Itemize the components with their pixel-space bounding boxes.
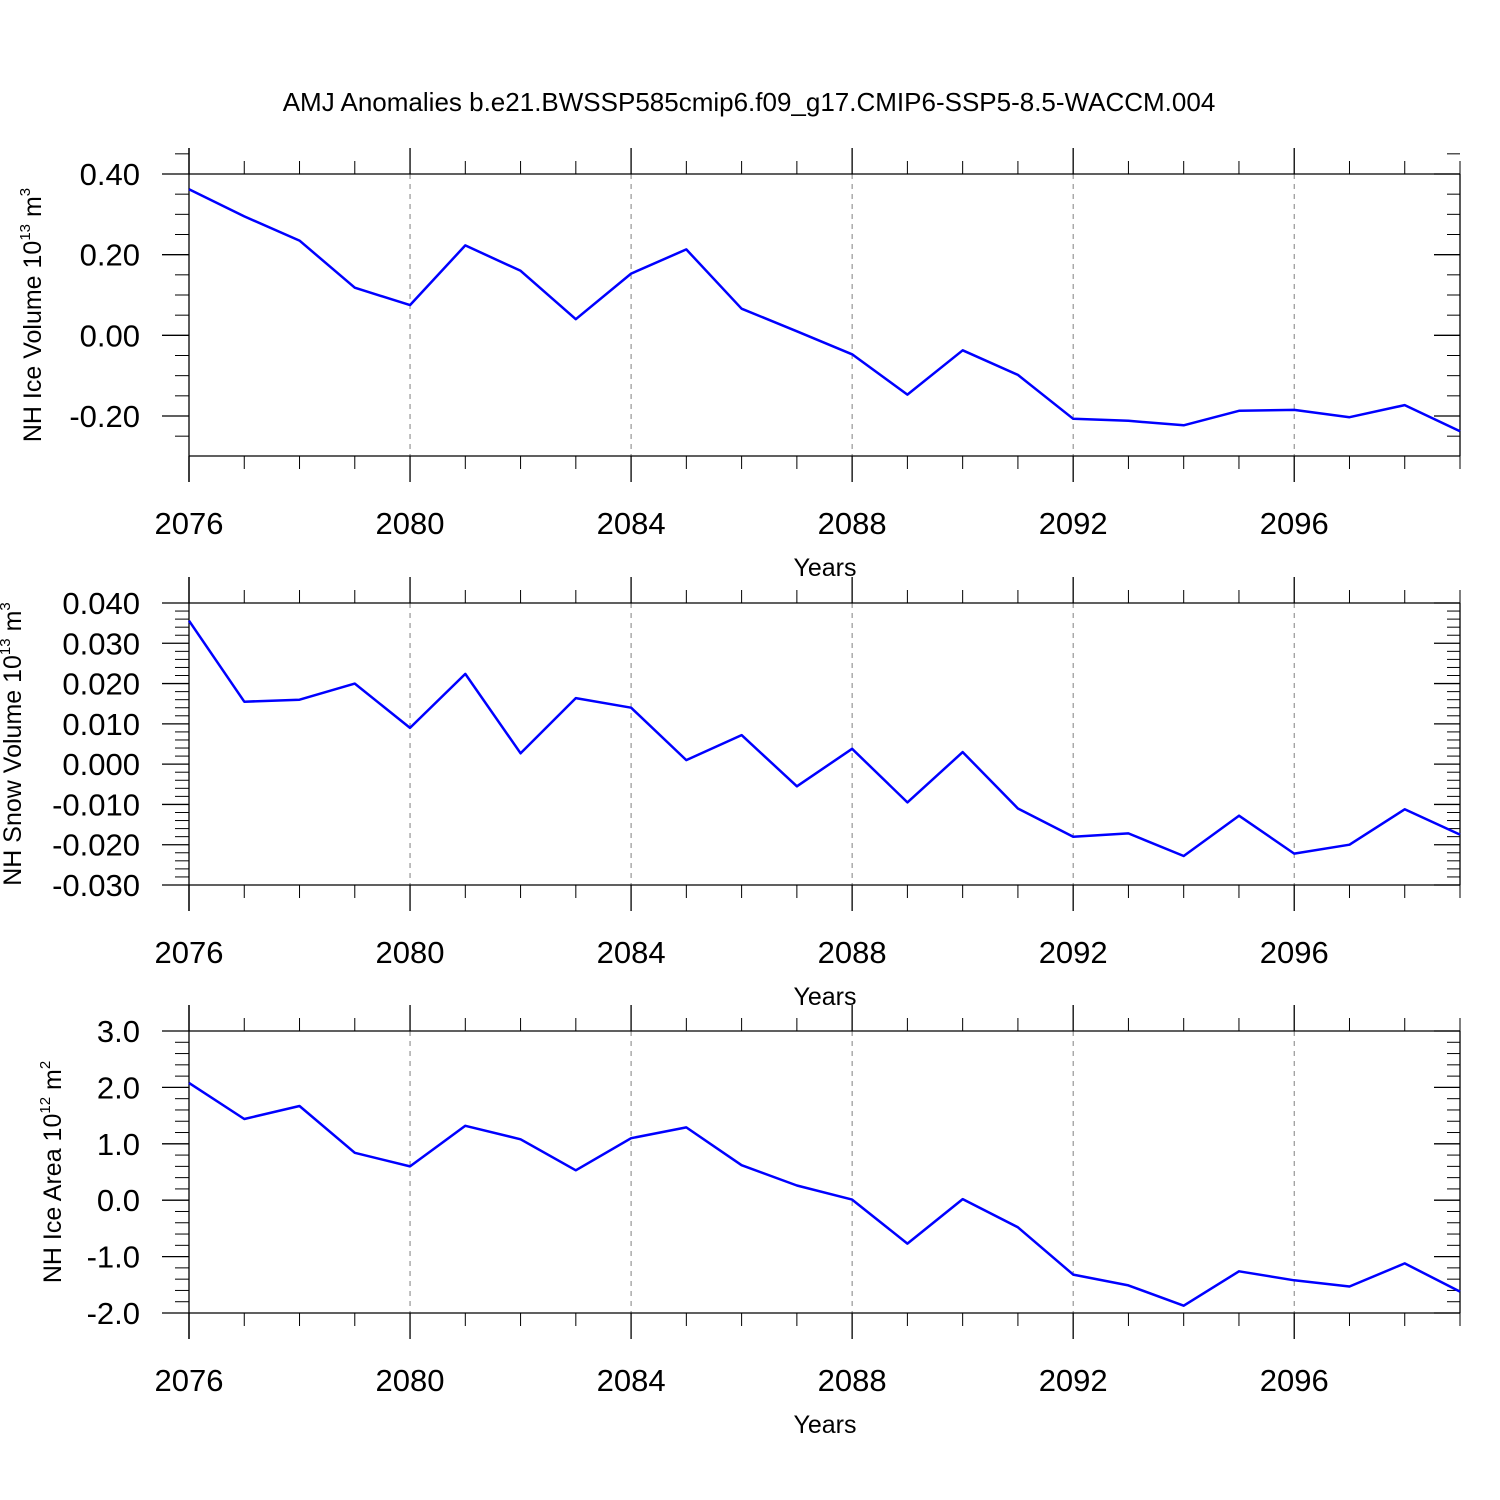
x-axis-label: Years bbox=[793, 554, 856, 582]
x-axis-label: Years bbox=[793, 983, 856, 1011]
x-tick-label: 2096 bbox=[1260, 506, 1329, 541]
x-tick-label: 2096 bbox=[1260, 1363, 1329, 1398]
panel-3: 3.0 2.0 1.0 0.0 -1.0 -2.0 2076 2080 2084 2088 2092… bbox=[37, 1005, 1461, 1439]
y-tick-label: 0.040 bbox=[62, 586, 140, 621]
y-tick-label: -0.010 bbox=[52, 787, 140, 822]
y-axis-label: NH Snow Volume 1013 m3 bbox=[0, 602, 27, 886]
y-axis-label-superscript: 12 bbox=[37, 1097, 54, 1114]
panel-1: 0.40 0.20 0.00 -0.20 2076 2080 2084 2088 2092 209… bbox=[17, 148, 1461, 582]
x-tick-label: 2076 bbox=[155, 935, 224, 970]
y-tick-label: 0.0 bbox=[97, 1183, 140, 1218]
x-tick-label: 2092 bbox=[1039, 1363, 1108, 1398]
y-tick-label: 0.40 bbox=[80, 157, 140, 192]
chart-title: AMJ Anomalies b.e21.BWSSP585cmip6.f09_g1… bbox=[283, 87, 1216, 117]
series-line bbox=[188, 188, 1461, 433]
y-tick-label: -0.030 bbox=[52, 868, 140, 903]
x-tick-label: 2088 bbox=[818, 1363, 887, 1398]
x-tick-label: 2080 bbox=[376, 506, 445, 541]
x-tick-label: 2084 bbox=[597, 506, 666, 541]
x-tick-label: 2092 bbox=[1039, 935, 1108, 970]
y-tick-label: -0.020 bbox=[52, 828, 140, 863]
x-tick-label: 2076 bbox=[155, 1363, 224, 1398]
series-line bbox=[187, 619, 1461, 858]
x-tick-label: 2080 bbox=[376, 935, 445, 970]
y-tick-label: 0.020 bbox=[62, 667, 140, 702]
y-axis-label-part: NH Snow Volume 10 bbox=[0, 655, 27, 886]
y-axis-label-superscript: 2 bbox=[37, 1061, 54, 1069]
y-tick-label: 0.00 bbox=[80, 318, 140, 353]
x-tick-label: 2088 bbox=[818, 935, 887, 970]
y-tick-label: 2.0 bbox=[97, 1070, 140, 1105]
x-tick-label: 2084 bbox=[597, 1363, 666, 1398]
y-axis-label-part: m bbox=[19, 196, 47, 224]
y-tick-label: -1.0 bbox=[87, 1240, 140, 1275]
y-axis-label-superscript: 3 bbox=[0, 602, 14, 610]
y-tick-label: 0.20 bbox=[80, 238, 140, 273]
panels: 0.40 0.20 0.00 -0.20 2076 2080 2084 2088 2092 209… bbox=[0, 148, 1461, 1439]
x-tick-label: 2088 bbox=[818, 506, 887, 541]
y-tick-label: 0.010 bbox=[62, 707, 140, 742]
y-axis-label: NH Ice Volume 1013 m3 bbox=[17, 188, 47, 442]
y-axis-label-superscript: 13 bbox=[0, 638, 14, 655]
y-tick-label: 0.000 bbox=[62, 747, 140, 782]
y-tick-label: -0.20 bbox=[69, 399, 140, 434]
y-axis-label-part: m bbox=[39, 1069, 67, 1097]
x-tick-label: 2096 bbox=[1260, 935, 1329, 970]
x-axis-label: Years bbox=[793, 1411, 856, 1439]
panel-2: 0.040 0.030 0.020 0.010 0.000 -0.010 -0.020 -0.… bbox=[0, 577, 1461, 1011]
series-line bbox=[188, 1081, 1461, 1307]
y-axis-label-superscript: 3 bbox=[17, 188, 34, 196]
x-tick-label: 2080 bbox=[376, 1363, 445, 1398]
x-tick-label: 2076 bbox=[155, 506, 224, 541]
y-axis-label-part: NH Ice Volume 10 bbox=[19, 241, 47, 443]
x-tick-label: 2084 bbox=[597, 935, 666, 970]
y-tick-label: -2.0 bbox=[87, 1296, 140, 1331]
x-tick-label: 2092 bbox=[1039, 506, 1108, 541]
y-axis-label: NH Ice Area 1012 m2 bbox=[37, 1061, 67, 1283]
y-axis-label-superscript: 13 bbox=[17, 224, 34, 241]
y-tick-label: 0.030 bbox=[62, 626, 140, 661]
y-axis-label-part: NH Ice Area 10 bbox=[39, 1114, 67, 1284]
y-tick-label: 1.0 bbox=[97, 1127, 140, 1162]
y-tick-label: 3.0 bbox=[97, 1014, 140, 1049]
y-axis-label-part: m bbox=[0, 611, 27, 639]
